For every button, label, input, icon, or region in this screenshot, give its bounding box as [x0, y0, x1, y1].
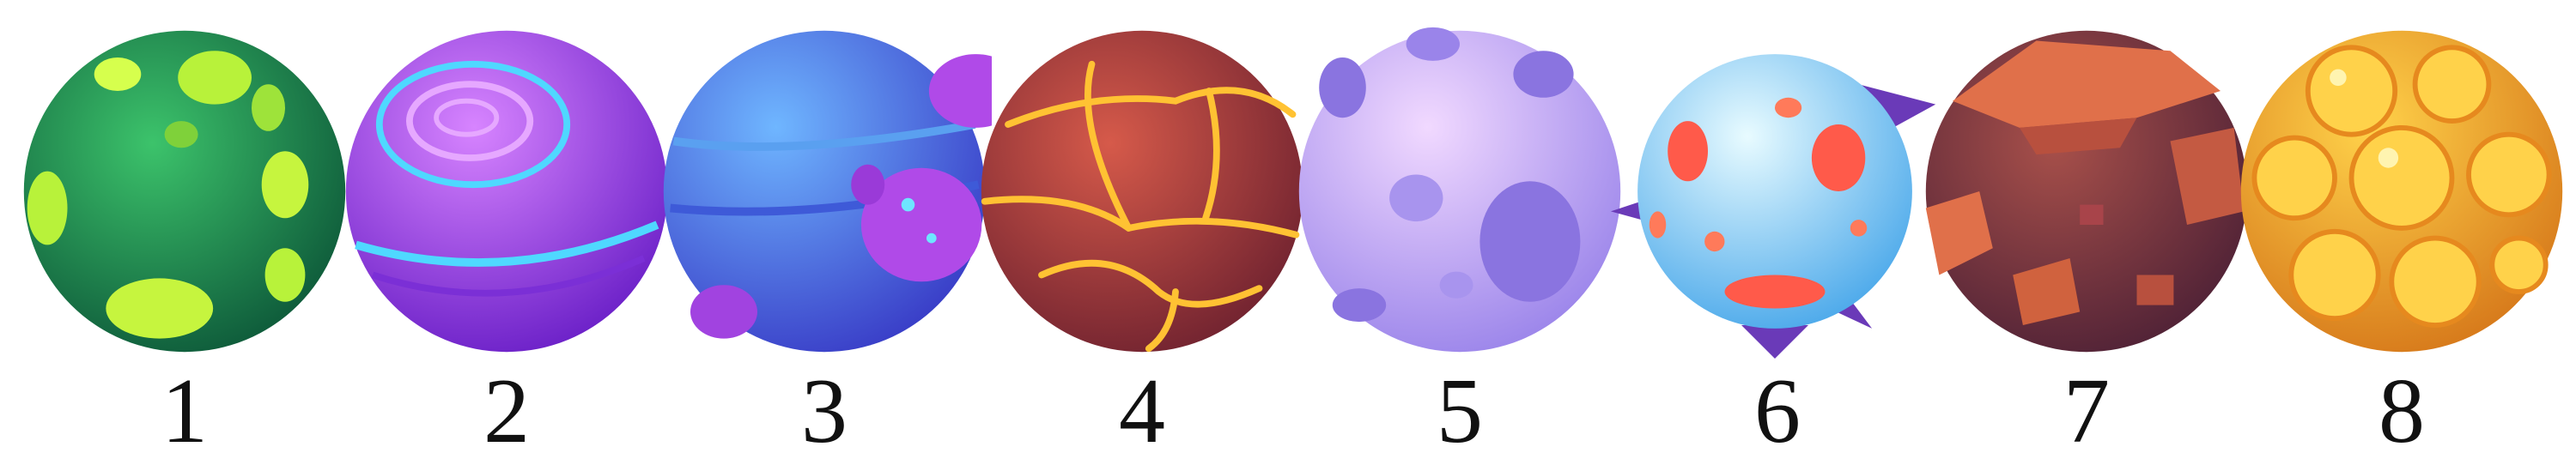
planet-label-7: 7 — [2063, 360, 2110, 462]
lavender-cratered-planet-icon — [1292, 24, 1627, 359]
purple-swirl-planet-icon — [339, 24, 674, 359]
orange-bubble-planet-icon — [2234, 24, 2569, 359]
planet-label-4: 4 — [1119, 360, 1165, 462]
planet-label-1: 1 — [161, 360, 208, 462]
rocky-brown-planet-icon — [1919, 24, 2254, 359]
red-lava-planet-icon — [975, 24, 1309, 359]
planet-label-6: 6 — [1754, 360, 1801, 462]
planet-label-2: 2 — [483, 360, 530, 462]
planet-label-5: 5 — [1437, 360, 1483, 462]
planet-label-3: 3 — [801, 360, 848, 462]
blue-planet-icon — [657, 24, 992, 359]
green-spotted-planet-icon — [17, 24, 352, 359]
planet-label-8: 8 — [2379, 360, 2425, 462]
ice-blue-planet-icon — [1607, 24, 1942, 359]
